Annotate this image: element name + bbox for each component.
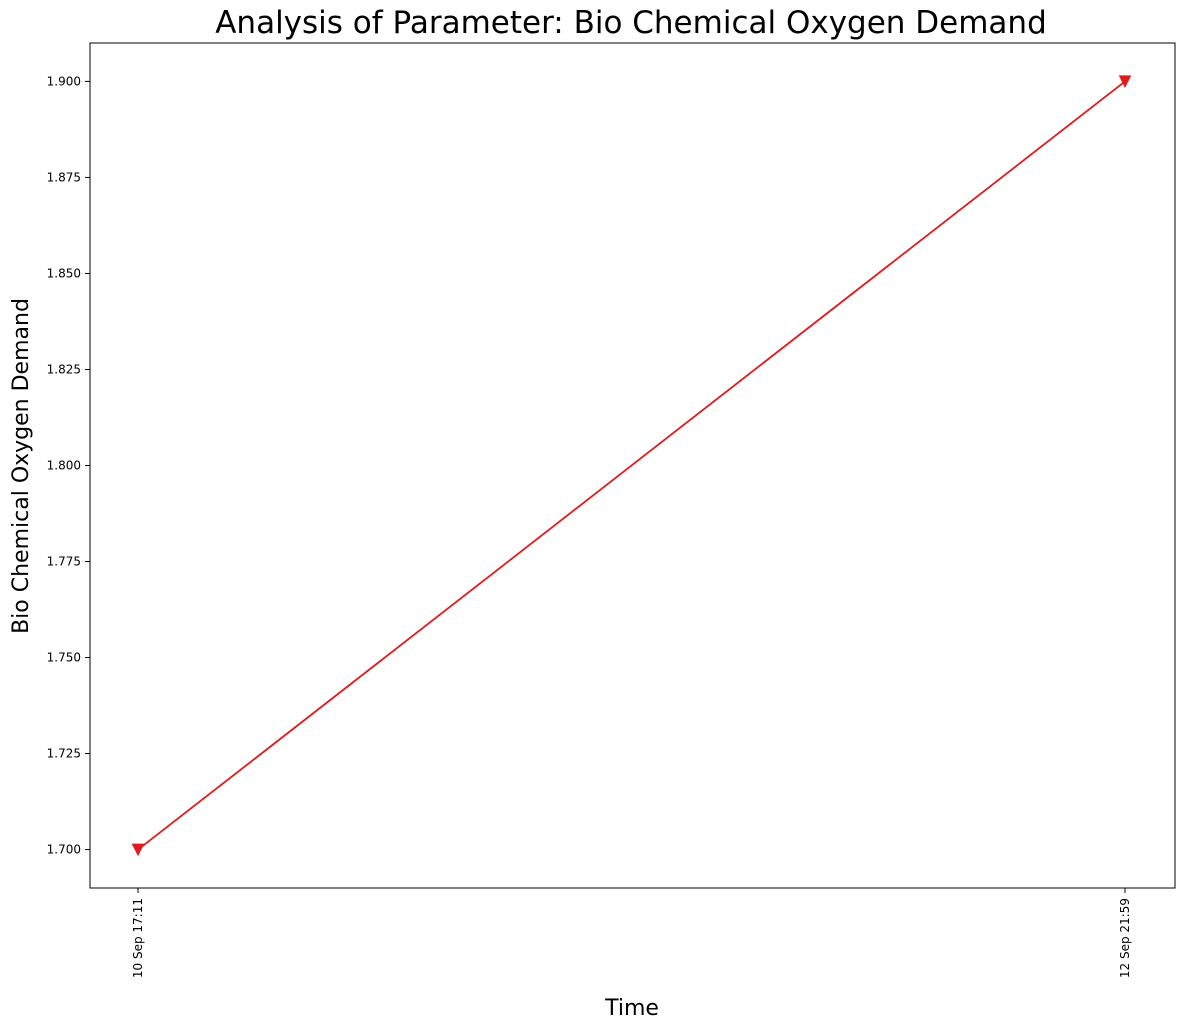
series-line	[137, 80, 1126, 851]
y-tick-label: 1.775	[47, 555, 81, 569]
y-axis-title: Bio Chemical Oxygen Demand	[9, 298, 34, 634]
x-axis-title: Time	[604, 996, 659, 1021]
x-axis: 10 Sep 17:11 12 Sep 21:59	[131, 888, 1132, 978]
y-tick-label: 1.900	[47, 74, 81, 88]
x-tick-label: 12 Sep 21:59	[1118, 898, 1132, 978]
y-axis: 1.700 1.725 1.750 1.775 1.800 1.825 1.850 1.875…	[47, 74, 90, 857]
y-tick-label: 1.700	[47, 843, 81, 857]
data-point-marker	[1118, 75, 1132, 89]
series-layer	[131, 75, 1132, 857]
data-point-marker	[131, 843, 145, 857]
y-tick-label: 1.825	[47, 362, 81, 376]
chart-title: Analysis of Parameter: Bio Chemical Oxyg…	[215, 5, 1047, 41]
y-tick-label: 1.875	[47, 170, 81, 184]
y-tick-label: 1.800	[47, 459, 81, 473]
x-tick-label: 10 Sep 17:11	[131, 898, 145, 978]
y-tick-label: 1.750	[47, 651, 81, 665]
y-tick-label: 1.850	[47, 266, 81, 280]
y-tick-label: 1.725	[47, 747, 81, 761]
